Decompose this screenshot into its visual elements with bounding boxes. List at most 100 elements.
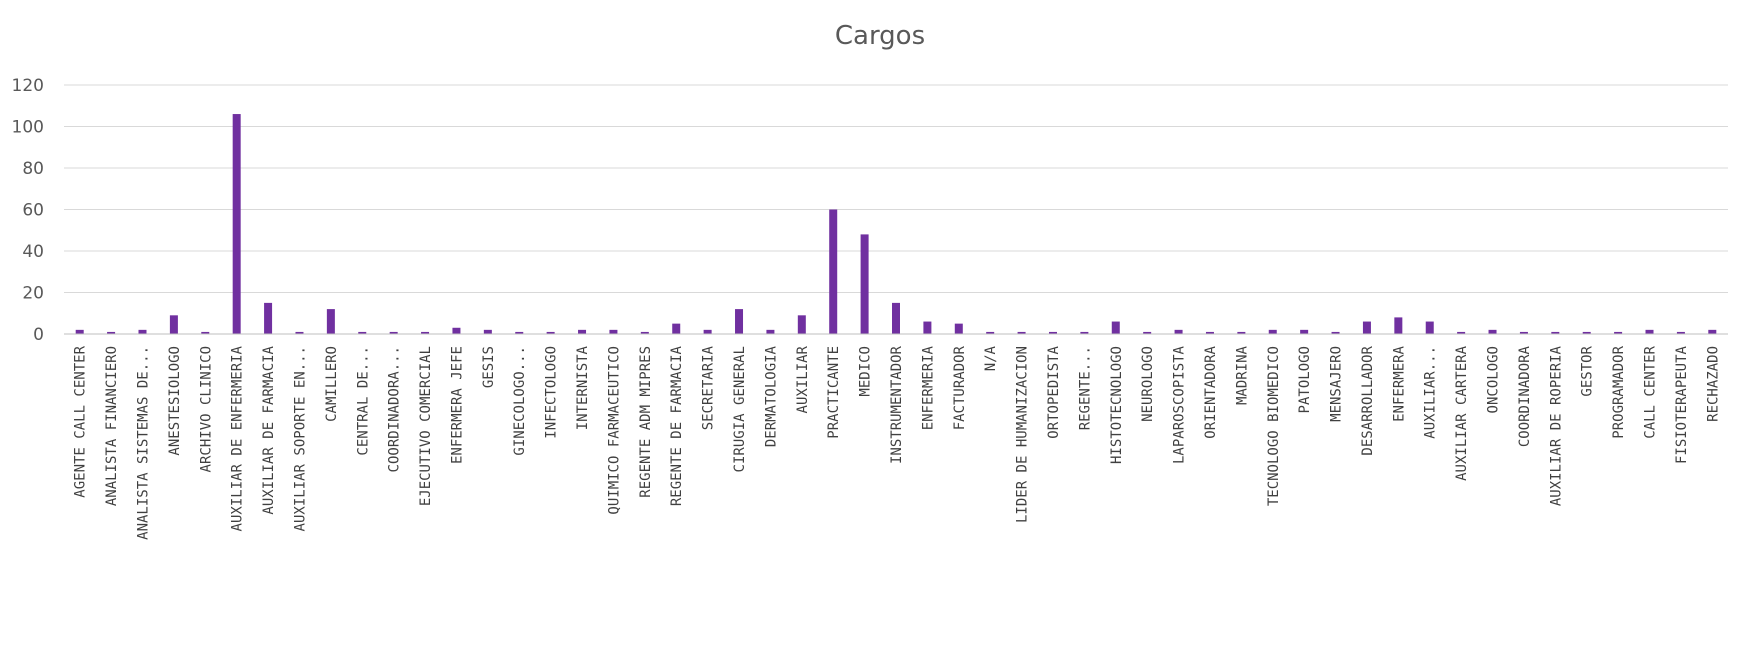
bar xyxy=(860,234,869,334)
bar xyxy=(1676,331,1685,334)
bar xyxy=(1614,331,1623,334)
bar xyxy=(1394,317,1403,334)
x-tick-label: ONCOLOGO xyxy=(1486,346,1502,413)
x-tick-label: REGENTE ADM MIPRES xyxy=(638,346,654,498)
bar xyxy=(1048,331,1057,334)
bar xyxy=(672,323,681,335)
bar xyxy=(1519,331,1528,334)
chart-title: Cargos xyxy=(835,21,925,51)
bar xyxy=(483,329,492,334)
x-tick-label: CENTRAL DE... xyxy=(355,346,371,456)
bar xyxy=(1237,331,1246,334)
bar xyxy=(954,323,963,335)
x-tick-label: GESIS xyxy=(481,346,497,388)
x-tick-label: MENSAJERO xyxy=(1329,346,1345,422)
bar xyxy=(609,329,618,334)
x-tick-label: INSTRUMENTADOR xyxy=(889,345,905,464)
x-tick-label: COORDINADORA... xyxy=(387,346,403,472)
bar xyxy=(892,302,900,335)
x-tick-label: AUXILIAR SOPORTE EN... xyxy=(292,346,308,531)
y-tick-label: 20 xyxy=(22,284,44,304)
bar xyxy=(295,331,304,334)
bar xyxy=(766,329,775,334)
bar xyxy=(1425,321,1434,334)
bar xyxy=(421,331,430,334)
x-tick-label: EJECUTIVO COMERCIAL xyxy=(418,346,434,506)
bar xyxy=(1457,331,1466,334)
x-tick-label: INTERNISTA xyxy=(575,345,591,430)
bar xyxy=(1708,329,1717,334)
bar xyxy=(201,331,210,334)
bar xyxy=(923,321,932,334)
bar xyxy=(735,309,744,334)
gridlines xyxy=(64,84,1728,293)
bar xyxy=(515,331,524,334)
x-tick-label: AUXILIAR... xyxy=(1423,346,1439,439)
bar xyxy=(264,302,273,335)
bar xyxy=(232,114,241,334)
y-tick-label: 120 xyxy=(12,76,44,96)
x-tick-label: FACTURADOR xyxy=(952,345,968,430)
x-tick-label: N/A xyxy=(983,345,999,371)
x-tick-label: ENFERMERIA xyxy=(920,345,936,430)
x-tick-label: REGENTE DE FARMACIA xyxy=(669,345,685,506)
bars xyxy=(75,114,1717,335)
x-tick-label: SECRETARIA xyxy=(701,345,717,430)
bar xyxy=(986,331,995,334)
bar xyxy=(169,315,178,334)
x-tick-label: ARCHIVO CLINICO xyxy=(198,346,214,472)
bar xyxy=(1268,329,1277,334)
x-tick-label: LIDER DE HUMANIZACION xyxy=(1015,346,1031,523)
x-tick-label: ANALISTA FINANCIERO xyxy=(104,346,120,506)
x-tick-label: AUXILIAR DE FARMACIA xyxy=(261,345,277,514)
x-tick-label: DERMATOLOGIA xyxy=(763,345,779,447)
x-tick-label: ORIENTADORA xyxy=(1203,345,1219,438)
x-tick-label: AUXILIAR DE ROPERIA xyxy=(1548,345,1564,506)
bar xyxy=(107,331,116,334)
x-tick-label: MADRINA xyxy=(1234,345,1250,405)
x-tick-label: ENFERMERA JEFE xyxy=(449,346,465,464)
x-tick-label: ENFERMERA xyxy=(1391,345,1407,421)
bar xyxy=(1111,321,1120,334)
bar xyxy=(640,331,649,334)
bar xyxy=(797,315,806,334)
x-tick-label: DESARROLLADOR xyxy=(1360,345,1376,455)
bar xyxy=(703,329,712,334)
x-tick-label: HISTOTECNOLOGO xyxy=(1109,346,1125,464)
bar xyxy=(138,329,147,334)
bar xyxy=(1143,331,1152,334)
y-tick-label: 80 xyxy=(22,159,44,179)
bar xyxy=(1300,329,1309,334)
x-axis-ticks: AGENTE CALL CENTER ANALISTA FINANCIERO ANA… xyxy=(73,345,1722,539)
bar xyxy=(1205,331,1214,334)
x-tick-label: ORTOPEDISTA xyxy=(1046,345,1062,438)
bar xyxy=(829,209,838,334)
x-tick-label: AUXILIAR CARTERA xyxy=(1454,345,1470,480)
x-tick-label: RECHAZADO xyxy=(1705,346,1721,422)
x-tick-label: REGENTE... xyxy=(1077,346,1093,430)
x-tick-label: LAPAROSCOPISTA xyxy=(1172,345,1188,464)
y-tick-label: 0 xyxy=(33,325,44,345)
bar xyxy=(358,331,367,334)
x-tick-label: TECNOLOGO BIOMEDICO xyxy=(1266,346,1282,506)
x-tick-label: GINECOLOGO... xyxy=(512,346,528,456)
bar xyxy=(452,327,461,334)
x-tick-label: CALL CENTER xyxy=(1643,345,1659,438)
bar xyxy=(1488,329,1497,334)
x-tick-label: INFECTOLOGO xyxy=(544,346,560,439)
bar xyxy=(1551,331,1560,334)
bar xyxy=(578,329,587,334)
y-axis-ticks: 0 20 40 60 80 100 120 xyxy=(12,76,44,345)
y-tick-label: 40 xyxy=(22,242,44,262)
bar xyxy=(1017,331,1026,334)
x-tick-label: CAMILLERO xyxy=(324,346,340,422)
x-tick-label: MEDICO xyxy=(858,346,874,397)
x-tick-label: QUIMICO FARMACEUTICO xyxy=(606,346,622,515)
x-tick-label: CIRUGIA GENERAL xyxy=(732,346,748,472)
x-tick-label: NEUROLOGO xyxy=(1140,346,1156,422)
bar xyxy=(389,331,398,334)
y-tick-label: 60 xyxy=(22,201,44,221)
bar xyxy=(75,329,84,334)
bar xyxy=(1362,321,1371,334)
